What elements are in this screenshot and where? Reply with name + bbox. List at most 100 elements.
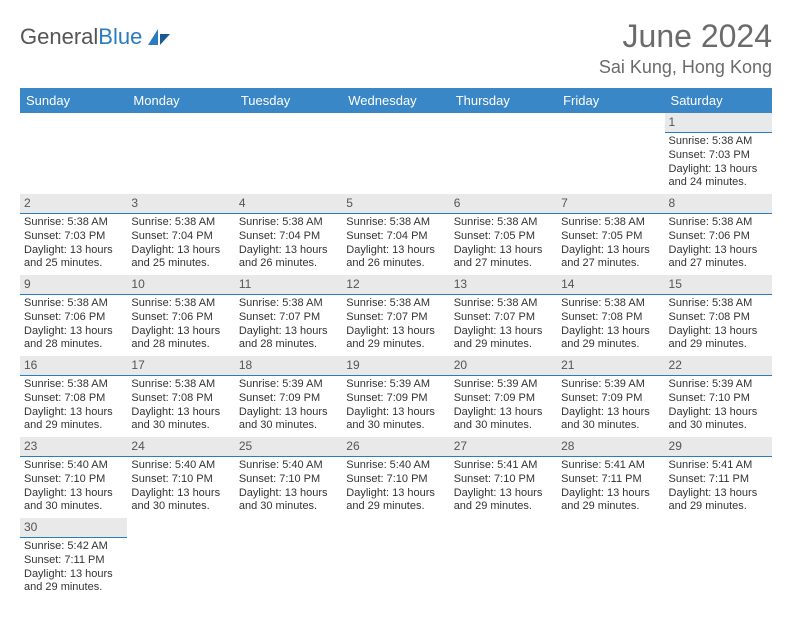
day-info: Sunrise: 5:39 AMSunset: 7:09 PMDaylight:… (235, 376, 342, 437)
calendar-cell: 12Sunrise: 5:38 AMSunset: 7:07 PMDayligh… (342, 275, 449, 356)
title-block: June 2024 Sai Kung, Hong Kong (599, 18, 772, 78)
day-info: Sunrise: 5:38 AMSunset: 7:08 PMDaylight:… (20, 376, 127, 437)
daylight-line: Daylight: 13 hours and 28 minutes. (131, 325, 230, 353)
day-number: 3 (127, 194, 234, 214)
day-number: 7 (557, 194, 664, 214)
daylight-line: Daylight: 13 hours and 29 minutes. (669, 487, 768, 515)
day-info: Sunrise: 5:38 AMSunset: 7:08 PMDaylight:… (665, 295, 772, 356)
calendar-cell: 17Sunrise: 5:38 AMSunset: 7:08 PMDayligh… (127, 356, 234, 437)
day-info: Sunrise: 5:39 AMSunset: 7:09 PMDaylight:… (557, 376, 664, 437)
page-title: June 2024 (599, 18, 772, 55)
daylight-line: Daylight: 13 hours and 29 minutes. (454, 487, 553, 515)
day-number: 22 (665, 356, 772, 376)
calendar-cell: 6Sunrise: 5:38 AMSunset: 7:05 PMDaylight… (450, 194, 557, 275)
sunset-line: Sunset: 7:05 PM (454, 230, 553, 244)
calendar-cell (20, 113, 127, 194)
daylight-line: Daylight: 13 hours and 27 minutes. (454, 244, 553, 272)
sunrise-line: Sunrise: 5:41 AM (669, 459, 768, 473)
day-info: Sunrise: 5:38 AMSunset: 7:04 PMDaylight:… (127, 214, 234, 275)
sunrise-line: Sunrise: 5:38 AM (24, 216, 123, 230)
day-number: 19 (342, 356, 449, 376)
weekday-header: Friday (557, 88, 664, 113)
day-number: 10 (127, 275, 234, 295)
daylight-line: Daylight: 13 hours and 27 minutes. (669, 244, 768, 272)
sunrise-line: Sunrise: 5:40 AM (24, 459, 123, 473)
calendar-cell: 20Sunrise: 5:39 AMSunset: 7:09 PMDayligh… (450, 356, 557, 437)
calendar-cell: 29 Sunrise: 5:41 AMSunset: 7:11 PMDayligh… (665, 437, 772, 518)
day-info: Sunrise: 5:38 AMSunset: 7:06 PMDaylight:… (20, 295, 127, 356)
day-info: Sunrise: 5:41 AMSunset: 7:10 PMDaylight:… (450, 457, 557, 518)
sunset-line: Sunset: 7:04 PM (346, 230, 445, 244)
calendar-cell: 13Sunrise: 5:38 AMSunset: 7:07 PMDayligh… (450, 275, 557, 356)
daylight-line: Daylight: 13 hours and 29 minutes. (346, 487, 445, 515)
calendar-cell: 9Sunrise: 5:38 AMSunset: 7:06 PMDaylight… (20, 275, 127, 356)
sunrise-line: Sunrise: 5:40 AM (346, 459, 445, 473)
calendar-cell (235, 113, 342, 194)
day-info: Sunrise: 5:38 AMSunset: 7:05 PMDaylight:… (450, 214, 557, 275)
daylight-line: Daylight: 13 hours and 29 minutes. (561, 487, 660, 515)
day-number: 28 (557, 437, 664, 457)
daylight-line: Daylight: 13 hours and 29 minutes. (669, 325, 768, 353)
day-number: 26 (342, 437, 449, 457)
day-info: Sunrise: 5:38 AMSunset: 7:04 PMDaylight:… (342, 214, 449, 275)
sunset-line: Sunset: 7:11 PM (669, 473, 768, 487)
sunrise-line: Sunrise: 5:38 AM (239, 216, 338, 230)
sunset-line: Sunset: 7:04 PM (131, 230, 230, 244)
sunset-line: Sunset: 7:07 PM (346, 311, 445, 325)
sunset-line: Sunset: 7:09 PM (346, 392, 445, 406)
day-number: 29 (665, 437, 772, 457)
sunset-line: Sunset: 7:07 PM (239, 311, 338, 325)
calendar-cell: 8Sunrise: 5:38 AMSunset: 7:06 PMDaylight… (665, 194, 772, 275)
sunset-line: Sunset: 7:06 PM (669, 230, 768, 244)
sunrise-line: Sunrise: 5:41 AM (454, 459, 553, 473)
sunrise-line: Sunrise: 5:38 AM (669, 216, 768, 230)
day-number: 11 (235, 275, 342, 295)
day-number: 27 (450, 437, 557, 457)
daylight-line: Daylight: 13 hours and 30 minutes. (239, 487, 338, 515)
sunrise-line: Sunrise: 5:41 AM (561, 459, 660, 473)
calendar-cell: 4Sunrise: 5:38 AMSunset: 7:04 PMDaylight… (235, 194, 342, 275)
daylight-line: Daylight: 13 hours and 26 minutes. (346, 244, 445, 272)
calendar-cell: 14Sunrise: 5:38 AMSunset: 7:08 PMDayligh… (557, 275, 664, 356)
sunset-line: Sunset: 7:03 PM (669, 149, 768, 163)
weekday-header-row: SundayMondayTuesdayWednesdayThursdayFrid… (20, 88, 772, 113)
calendar-cell: 15Sunrise: 5:38 AMSunset: 7:08 PMDayligh… (665, 275, 772, 356)
day-info: Sunrise: 5:39 AMSunset: 7:10 PMDaylight:… (665, 376, 772, 437)
day-number: 24 (127, 437, 234, 457)
daylight-line: Daylight: 13 hours and 30 minutes. (669, 406, 768, 434)
sunrise-line: Sunrise: 5:42 AM (24, 540, 123, 554)
weekday-header: Wednesday (342, 88, 449, 113)
day-number: 9 (20, 275, 127, 295)
sunrise-line: Sunrise: 5:38 AM (346, 216, 445, 230)
daylight-line: Daylight: 13 hours and 30 minutes. (239, 406, 338, 434)
day-number: 4 (235, 194, 342, 214)
sunrise-line: Sunrise: 5:38 AM (239, 297, 338, 311)
day-number: 13 (450, 275, 557, 295)
sunrise-line: Sunrise: 5:38 AM (669, 135, 768, 149)
day-info: Sunrise: 5:38 AMSunset: 7:03 PMDaylight:… (20, 214, 127, 275)
calendar-row: 16Sunrise: 5:38 AMSunset: 7:08 PMDayligh… (20, 356, 772, 437)
day-info: Sunrise: 5:38 AMSunset: 7:06 PMDaylight:… (665, 214, 772, 275)
sunset-line: Sunset: 7:07 PM (454, 311, 553, 325)
day-number: 25 (235, 437, 342, 457)
calendar-row: 23Sunrise: 5:40 AMSunset: 7:10 PMDayligh… (20, 437, 772, 518)
daylight-line: Daylight: 13 hours and 29 minutes. (346, 325, 445, 353)
daylight-line: Daylight: 13 hours and 24 minutes. (669, 163, 768, 191)
sunrise-line: Sunrise: 5:39 AM (561, 378, 660, 392)
calendar-row: 30Sunrise: 5:42 AMSunset: 7:11 PMDayligh… (20, 518, 772, 599)
calendar-cell: 23Sunrise: 5:40 AMSunset: 7:10 PMDayligh… (20, 437, 127, 518)
calendar-cell: 21Sunrise: 5:39 AMSunset: 7:09 PMDayligh… (557, 356, 664, 437)
sunrise-line: Sunrise: 5:38 AM (131, 378, 230, 392)
daylight-line: Daylight: 13 hours and 30 minutes. (24, 487, 123, 515)
sunset-line: Sunset: 7:08 PM (131, 392, 230, 406)
sunset-line: Sunset: 7:10 PM (131, 473, 230, 487)
sunset-line: Sunset: 7:10 PM (239, 473, 338, 487)
calendar-cell (557, 113, 664, 194)
weekday-header: Sunday (20, 88, 127, 113)
sunrise-line: Sunrise: 5:38 AM (346, 297, 445, 311)
day-info: Sunrise: 5:38 AMSunset: 7:03 PMDaylight:… (665, 133, 772, 194)
calendar-cell: 1Sunrise: 5:38 AMSunset: 7:03 PMDaylight… (665, 113, 772, 194)
day-info: Sunrise: 5:40 AMSunset: 7:10 PMDaylight:… (127, 457, 234, 518)
day-info: Sunrise: 5:40 AMSunset: 7:10 PMDaylight:… (342, 457, 449, 518)
calendar-cell (127, 518, 234, 599)
